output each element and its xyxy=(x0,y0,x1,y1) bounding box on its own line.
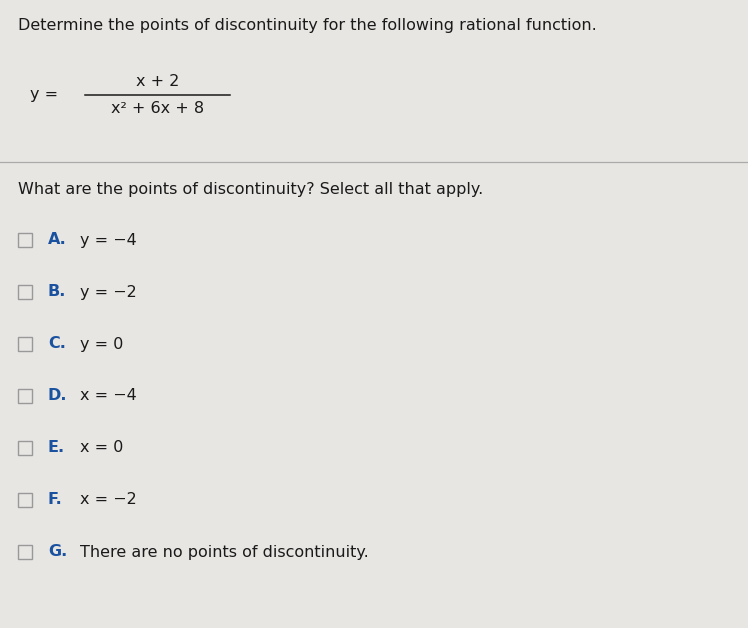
Text: What are the points of discontinuity? Select all that apply.: What are the points of discontinuity? Se… xyxy=(18,182,483,197)
Bar xyxy=(18,545,32,559)
Text: F.: F. xyxy=(48,492,63,507)
Text: y = −2: y = −2 xyxy=(80,284,137,300)
Bar xyxy=(18,441,32,455)
Bar xyxy=(18,493,32,507)
Bar xyxy=(18,389,32,403)
Text: x = −4: x = −4 xyxy=(80,389,137,404)
Text: x + 2: x + 2 xyxy=(136,74,180,89)
Text: C.: C. xyxy=(48,337,66,352)
Text: y =: y = xyxy=(30,87,64,102)
Text: E.: E. xyxy=(48,440,65,455)
Text: G.: G. xyxy=(48,544,67,560)
Text: There are no points of discontinuity.: There are no points of discontinuity. xyxy=(80,544,369,560)
Bar xyxy=(18,337,32,351)
Text: y = −4: y = −4 xyxy=(80,232,137,247)
Text: x² + 6x + 8: x² + 6x + 8 xyxy=(111,101,204,116)
Bar xyxy=(18,233,32,247)
Bar xyxy=(18,285,32,299)
Text: A.: A. xyxy=(48,232,67,247)
Text: D.: D. xyxy=(48,389,67,404)
Text: x = −2: x = −2 xyxy=(80,492,137,507)
Text: Determine the points of discontinuity for the following rational function.: Determine the points of discontinuity fo… xyxy=(18,18,597,33)
Text: x = 0: x = 0 xyxy=(80,440,123,455)
Text: y = 0: y = 0 xyxy=(80,337,123,352)
Text: B.: B. xyxy=(48,284,67,300)
